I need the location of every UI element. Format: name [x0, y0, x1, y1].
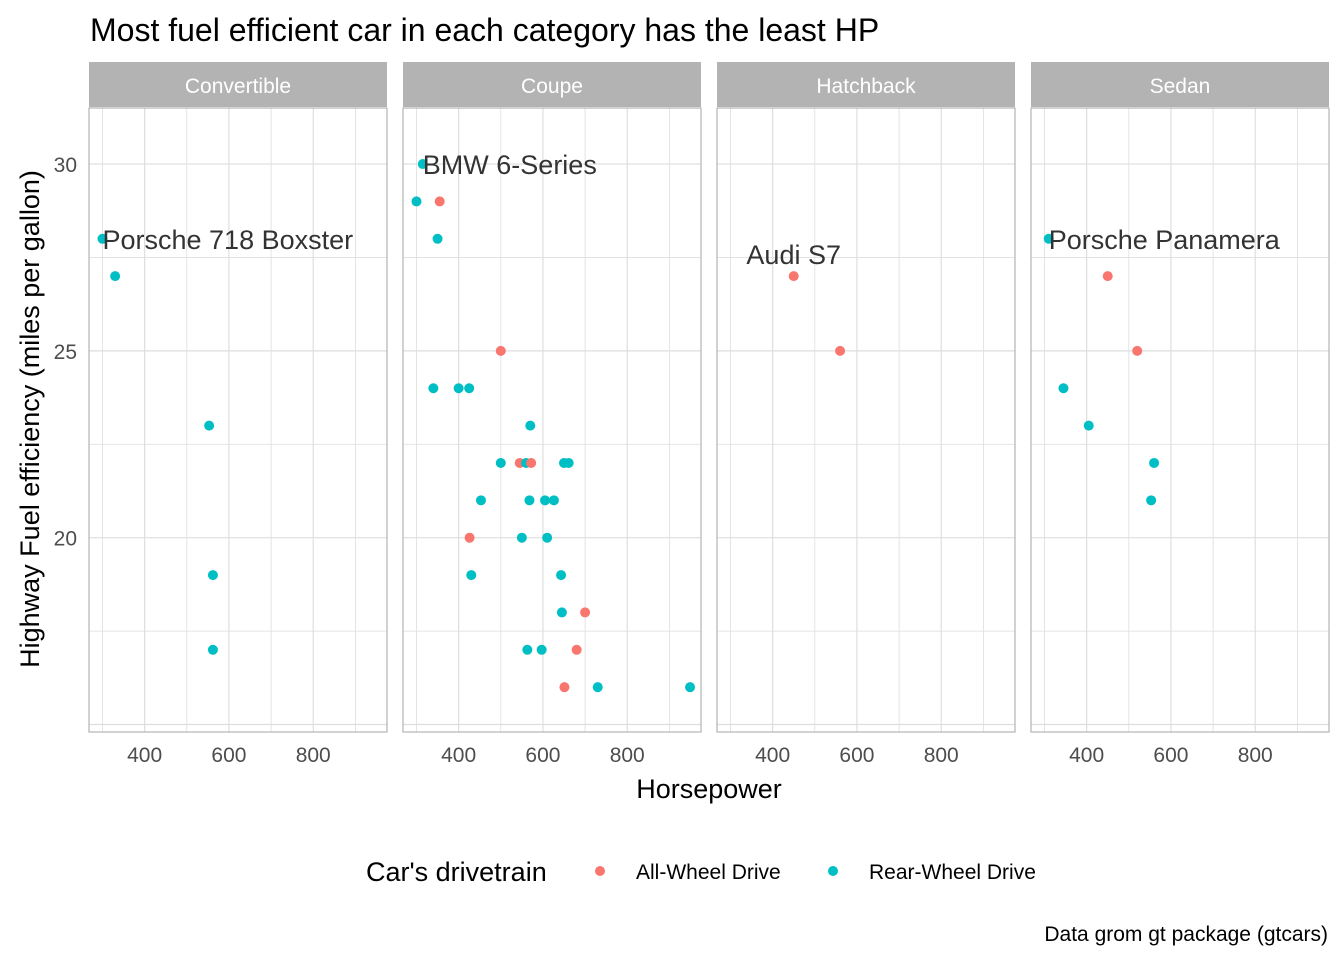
data-point: [559, 682, 570, 693]
chart-title: Most fuel efficient car in each category…: [90, 12, 879, 48]
data-point: [110, 271, 121, 282]
data-point: [475, 495, 486, 506]
facet-panel-coupe: Coupe 400 600 800 BMW 6-Series: [402, 62, 702, 767]
data-point: [524, 495, 535, 506]
facet-panel-border-hatchback: [716, 107, 1016, 733]
y-tick-label: 25: [54, 341, 77, 364]
legend-key-all-wheel-drive: [595, 866, 605, 876]
facet-strip-hatchback: [717, 62, 1015, 107]
x-axis-title: Horsepower: [636, 774, 782, 804]
x-tick-label: 600: [839, 744, 874, 767]
data-point: [525, 420, 536, 431]
data-point: [542, 532, 553, 543]
data-point: [495, 345, 506, 356]
data-point: [516, 532, 527, 543]
legend-title: Car's drivetrain: [366, 857, 547, 887]
annotation-convertible: Porsche 718 Boxster: [102, 225, 353, 255]
annotation-coupe: BMW 6-Series: [423, 150, 597, 180]
data-point: [685, 682, 696, 693]
data-point: [1058, 383, 1069, 394]
facet-strip-coupe: [403, 62, 701, 107]
y-axis-title: Highway Fuel efficiency (miles per gallo…: [15, 170, 45, 668]
facet-strip-label-sedan: Sedan: [1150, 75, 1211, 98]
data-point: [207, 570, 218, 581]
data-point: [464, 532, 475, 543]
chart-caption: Data grom gt package (gtcars): [1044, 923, 1328, 946]
data-point: [788, 271, 799, 282]
facet-strip-sedan: [1031, 62, 1329, 107]
data-point: [1146, 495, 1157, 506]
facet-panel-convertible: Convertible 400 600 800 Porsche 718 Boxster: [88, 62, 388, 767]
data-point: [464, 383, 475, 394]
data-point: [1132, 345, 1143, 356]
data-point: [411, 196, 422, 207]
facet-panel-border-convertible: [88, 107, 388, 733]
x-tick-label: 800: [296, 744, 331, 767]
facet-strip-label-hatchback: Hatchback: [816, 75, 916, 98]
data-point: [540, 495, 551, 506]
legend-key-rear-wheel-drive: [828, 866, 838, 876]
facet-strip-label-coupe: Coupe: [521, 75, 583, 98]
facet-panel-border-sedan: [1030, 107, 1330, 733]
facet-strip-label-convertible: Convertible: [185, 75, 291, 98]
annotation-hatchback: Audi S7: [746, 240, 841, 270]
x-tick-label: 800: [924, 744, 959, 767]
data-point: [1043, 233, 1054, 244]
x-tick-label: 400: [755, 744, 790, 767]
x-tick-label: 600: [525, 744, 560, 767]
x-tick-label: 600: [1153, 744, 1188, 767]
x-tick-label: 800: [610, 744, 645, 767]
data-point: [526, 457, 537, 468]
annotation-sedan: Porsche Panamera: [1049, 225, 1281, 255]
facet-panel-hatchback: Hatchback 400 600 800 Audi S7: [716, 62, 1016, 767]
data-point: [207, 644, 218, 655]
legend: Car's drivetrain All-Wheel Drive Rear-Wh…: [366, 857, 1036, 887]
y-tick-label: 30: [54, 154, 77, 177]
facet-panel-sedan: Sedan 400 600 800 Porsche Panamera: [1030, 62, 1330, 767]
legend-label-rear-wheel-drive: Rear-Wheel Drive: [869, 861, 1036, 884]
x-tick-label: 800: [1238, 744, 1273, 767]
x-tick-label: 400: [127, 744, 162, 767]
data-point: [580, 607, 591, 618]
y-tick-label: 20: [54, 528, 77, 551]
data-point: [204, 420, 215, 431]
x-tick-label: 600: [211, 744, 246, 767]
data-point: [453, 383, 464, 394]
x-tick-label: 400: [1069, 744, 1104, 767]
data-point: [434, 196, 445, 207]
data-point: [556, 570, 567, 581]
data-point: [428, 383, 439, 394]
data-point: [592, 682, 603, 693]
data-point: [1102, 271, 1113, 282]
facet-strip-convertible: [89, 62, 387, 107]
data-point: [536, 644, 547, 655]
data-point: [556, 607, 567, 618]
x-tick-label: 400: [441, 744, 476, 767]
data-point: [97, 233, 108, 244]
data-point: [495, 457, 506, 468]
data-point: [1149, 457, 1160, 468]
data-point: [1083, 420, 1094, 431]
data-point: [571, 644, 582, 655]
data-point: [563, 457, 574, 468]
data-point: [432, 233, 443, 244]
data-point: [417, 159, 428, 170]
data-point: [548, 495, 559, 506]
facet-panel-border-coupe: [402, 107, 702, 733]
data-point: [522, 644, 533, 655]
data-point: [466, 570, 477, 581]
data-point: [835, 345, 846, 356]
legend-label-all-wheel-drive: All-Wheel Drive: [636, 861, 781, 884]
